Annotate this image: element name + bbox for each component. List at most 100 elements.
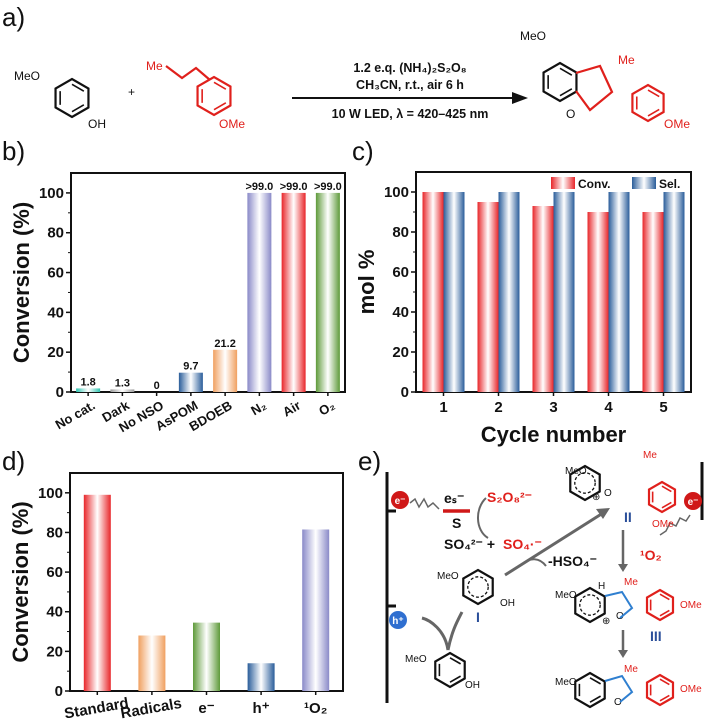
bar-conv-cycle-3 (532, 206, 554, 392)
data-label: 1.3 (115, 377, 130, 389)
electron-icon-right (684, 492, 702, 510)
arrowhead-II-to-III (618, 564, 628, 572)
curved-arrow-hso4 (519, 558, 547, 567)
arrowhead-to-II (596, 508, 610, 519)
x-tick-label: 3 (549, 399, 557, 416)
bar-n (247, 192, 272, 392)
ring-product-aryl-double-bond (647, 108, 660, 117)
product-meo: MeO (555, 677, 577, 688)
y-axis-label: mol % (354, 250, 379, 315)
y-tick-label: 80 (47, 225, 64, 242)
y-tick-label: 20 (47, 344, 64, 361)
x-axis-label: Cycle number (481, 422, 627, 447)
ring-II-aromatic (574, 472, 596, 494)
chart-c-recycling: 0 20 40 60 80 100 mol % 1 2 3 4 5 Cycle number Conv. S… (354, 171, 692, 447)
y-tick-label: 40 (47, 304, 64, 321)
ring-product-benzo-double-bond (559, 88, 573, 97)
arrowhead-III-to-product (618, 650, 628, 658)
III-ome: OMe (680, 600, 702, 611)
bar-sel-cycle-4 (608, 192, 630, 392)
panel-label-a: a) (2, 2, 25, 32)
data-label: 21.2 (214, 338, 235, 350)
bar-sel-cycle-3 (553, 192, 575, 392)
ring-III-aryl (645, 588, 675, 622)
ring-hydroquinone-double-bond (449, 657, 462, 665)
sulfate-label: SO₄²⁻ + (444, 536, 495, 552)
ring-III-benzo (574, 586, 606, 624)
panel-label-d: d) (2, 446, 25, 476)
ring-product-aryl-e-double-bond (659, 678, 670, 686)
ring-III-aryl-double-bond (659, 593, 670, 601)
product-ome: OMe (680, 684, 702, 695)
product-ome: OMe (664, 117, 690, 131)
x-tick-label: Radicals (119, 695, 183, 722)
ring-reactant1-double-bond (71, 83, 85, 92)
x-tick-label: O₂ (316, 397, 337, 418)
ring-reactant2-double-bond (213, 102, 227, 111)
bar-0 (83, 494, 111, 691)
ring-product-benzo-e-double-bond (589, 677, 602, 685)
bar-sel-cycle-5 (663, 192, 685, 392)
ring-II-aryl-double-bond (661, 485, 672, 493)
ring-hydroquinone (434, 651, 466, 689)
ring-hydroquinone-double-bond (449, 675, 462, 683)
III-h: H (598, 581, 605, 592)
bar-sel-cycle-1 (443, 192, 465, 392)
ring-product-aryl-e (645, 673, 675, 707)
x-tick-label: 4 (604, 399, 613, 416)
electron-label-right: e⁻ (688, 497, 699, 508)
ring-II (569, 464, 601, 502)
electron-label-left: e⁻ (395, 496, 406, 507)
bar-dark (110, 389, 135, 392)
y-tick-label: 100 (38, 485, 63, 502)
reactant2-me: Me (146, 59, 163, 73)
ring-product-benzo-e-double-bond (589, 695, 602, 703)
reactant2-ome: OMe (219, 117, 245, 131)
ring-III-benzo-aromatic (579, 594, 601, 616)
III-o: O (616, 611, 624, 622)
bar-conv-cycle-4 (587, 212, 609, 392)
y-tick-label: 80 (392, 224, 409, 241)
product-meo: MeO (520, 29, 546, 43)
bar-aspom (178, 372, 203, 392)
y-tick-label: 80 (46, 524, 63, 541)
y-tick-label: 0 (401, 384, 409, 401)
ring-reactant2-double-bond (213, 81, 227, 90)
data-label: >99.0 (314, 181, 342, 193)
hq-meo: MeO (405, 654, 427, 665)
wavy-arrow-right (659, 514, 691, 536)
data-label: >99.0 (245, 181, 273, 193)
ring-I-aromatic (467, 576, 489, 598)
sulfate-radical-label: SO₄·⁻ (503, 536, 542, 552)
ring-III-aryl-double-bond (659, 609, 670, 617)
x-tick-label: ¹O₂ (304, 700, 327, 717)
x-tick-label: Air (280, 398, 303, 420)
wavy-arrow-left (409, 497, 440, 510)
ring-reactant2 (196, 75, 232, 117)
product-me: Me (618, 53, 635, 67)
ring-product-benzo-e (574, 671, 606, 709)
I-oh: OH (500, 598, 515, 609)
ring-product-benzo-double-bond (559, 67, 573, 76)
ring-II-aryl-double-bond (661, 501, 672, 509)
bar-o (315, 192, 340, 392)
x-tick-label: h⁺ (253, 700, 270, 717)
bar-air (281, 192, 306, 392)
curved-arrow-persulfate (477, 497, 489, 539)
bar-2 (193, 622, 220, 691)
bar-4 (302, 529, 330, 691)
bar-sel-cycle-2 (498, 192, 520, 392)
product-o: O (614, 697, 622, 708)
legend-label: Conv. (578, 177, 610, 191)
data-label: 1.8 (80, 376, 95, 388)
reactant1-meo: MeO (14, 69, 40, 83)
III-me: Me (624, 577, 638, 588)
y-tick-label: 20 (46, 643, 63, 660)
electron-icon-left (391, 491, 409, 509)
y-tick-label: 40 (46, 604, 63, 621)
data-label: 9.7 (183, 361, 198, 373)
legend-swatch-sel (632, 177, 656, 189)
